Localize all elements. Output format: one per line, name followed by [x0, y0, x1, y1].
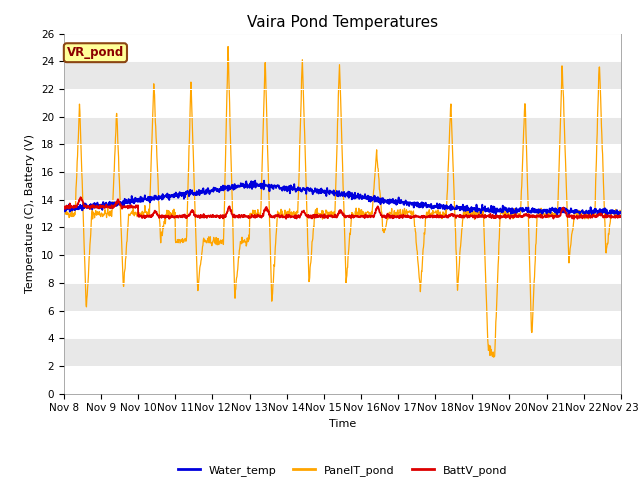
Bar — [64, 228, 621, 255]
Bar — [64, 61, 621, 89]
Bar — [64, 311, 621, 338]
Legend: Water_temp, PanelT_pond, BattV_pond: Water_temp, PanelT_pond, BattV_pond — [173, 460, 511, 480]
Bar — [64, 144, 621, 172]
X-axis label: Time: Time — [329, 419, 356, 429]
Text: VR_pond: VR_pond — [67, 46, 124, 59]
Bar — [64, 255, 621, 283]
Bar — [64, 172, 621, 200]
Bar — [64, 200, 621, 228]
Bar — [64, 366, 621, 394]
Y-axis label: Temperature (C), Battery (V): Temperature (C), Battery (V) — [26, 134, 35, 293]
Bar — [64, 117, 621, 144]
Bar — [64, 89, 621, 117]
Bar — [64, 34, 621, 61]
Bar — [64, 338, 621, 366]
Title: Vaira Pond Temperatures: Vaira Pond Temperatures — [247, 15, 438, 30]
Bar — [64, 283, 621, 311]
